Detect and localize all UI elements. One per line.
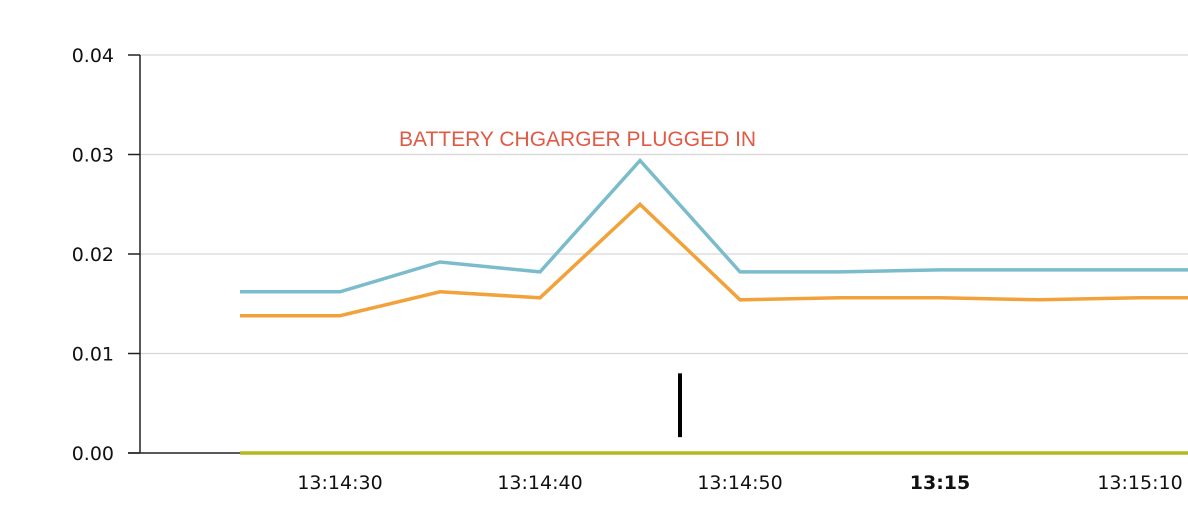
y-tick-label: 0.00 bbox=[72, 443, 114, 465]
x-tick-label: 13:15:10 bbox=[1097, 472, 1182, 494]
x-tick-label: 13:14:30 bbox=[297, 472, 382, 494]
x-tick-label: 13:15 bbox=[910, 472, 970, 494]
annotation-label: BATTERY CHGARGER PLUGGED IN bbox=[399, 128, 756, 151]
x-tick-label: 13:14:40 bbox=[497, 472, 582, 494]
x-axis-ticks: 13:14:30 13:14:40 13:14:50 13:15 13:15:10 bbox=[297, 472, 1182, 494]
annotation-group: BATTERY CHGARGER PLUGGED IN bbox=[399, 128, 756, 438]
y-axis-ticks: 0.04 0.03 0.02 0.01 0.00 bbox=[72, 45, 140, 465]
y-tick-label: 0.02 bbox=[72, 244, 114, 266]
y-tick-label: 0.04 bbox=[72, 45, 114, 67]
y-tick-label: 0.03 bbox=[72, 145, 114, 167]
series-lines bbox=[240, 157, 1188, 455]
series-line-1 bbox=[240, 201, 1188, 318]
grid-lines bbox=[140, 54, 1188, 355]
x-tick-label: 13:14:50 bbox=[697, 472, 782, 494]
y-tick-label: 0.01 bbox=[72, 344, 114, 366]
series-line-0 bbox=[240, 157, 1188, 294]
